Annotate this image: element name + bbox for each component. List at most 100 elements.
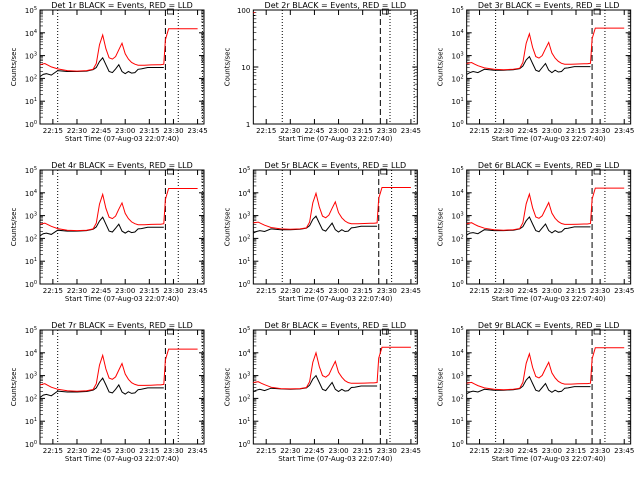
x-tick-label: 23:30 xyxy=(377,447,397,455)
y-tick-label: 100 xyxy=(25,120,37,129)
x-tick-label: 23:30 xyxy=(377,287,397,295)
y-tick-label: 100 xyxy=(25,280,37,289)
chart-panel: Det 4r BLACK = Events, RED = LLD 100 101 10… xyxy=(10,161,208,303)
y-tick-label: 103 xyxy=(25,212,37,221)
x-axis-label: Start Time (07-Aug-03 22:07:40) xyxy=(492,295,606,303)
chart-panel: Det 2r BLACK = Events, RED = LLD 1 10 100 22… xyxy=(223,1,421,143)
y-axis-label: Counts/sec xyxy=(10,208,18,247)
x-tick-label: 23:00 xyxy=(328,127,348,135)
x-tick-label: 23:30 xyxy=(163,287,183,295)
saa-marker-icon xyxy=(593,8,601,15)
plot-frame xyxy=(466,9,632,125)
y-tick-label: 102 xyxy=(25,74,37,83)
y-tick-label: 104 xyxy=(25,189,37,198)
x-tick-label: 22:15 xyxy=(256,127,276,135)
series-line-lld xyxy=(253,187,411,230)
x-tick-label: 23:15 xyxy=(566,447,586,455)
x-tick-label: 22:45 xyxy=(91,447,111,455)
chart-title: Det 1r BLACK = Events, RED = LLD xyxy=(51,1,193,10)
series-line-events xyxy=(253,215,378,234)
x-tick-label: 22:15 xyxy=(43,287,63,295)
saa-marker-icon xyxy=(167,168,174,175)
x-tick-label: 22:15 xyxy=(469,447,489,455)
x-tick-label: 23:15 xyxy=(566,127,586,135)
y-tick-label: 10 xyxy=(241,64,250,72)
y-tick-label: 102 xyxy=(452,234,464,243)
y-tick-label: 101 xyxy=(25,417,37,426)
series-line-events xyxy=(253,374,378,393)
x-tick-label: 22:45 xyxy=(304,447,324,455)
y-axis-label: Counts/sec xyxy=(223,368,231,407)
x-tick-label: 22:15 xyxy=(43,127,63,135)
y-tick-label: 100 xyxy=(452,440,464,449)
chart-title: Det 4r BLACK = Events, RED = LLD xyxy=(51,161,193,170)
series-line-events xyxy=(39,377,164,398)
y-tick-label: 101 xyxy=(452,417,464,426)
x-tick-label: 22:30 xyxy=(67,287,87,295)
saa-marker-icon xyxy=(593,328,601,335)
series-line-events xyxy=(39,56,164,78)
saa-marker-icon xyxy=(593,168,601,175)
series-line-events xyxy=(39,216,164,237)
y-tick-label: 103 xyxy=(25,52,37,61)
y-tick-label: 100 xyxy=(25,440,37,449)
x-tick-label: 23:45 xyxy=(187,127,207,135)
y-tick-label: 100 xyxy=(238,280,250,289)
x-tick-label: 22:30 xyxy=(494,287,514,295)
x-tick-label: 23:00 xyxy=(328,447,348,455)
chart-panel: Det 5r BLACK = Events, RED = LLD 100 101 10… xyxy=(223,161,421,303)
x-axis-label: Start Time (07-Aug-03 22:07:40) xyxy=(492,135,606,143)
y-axis-label: Counts/sec xyxy=(223,208,231,247)
x-tick-label: 22:45 xyxy=(304,127,324,135)
x-tick-label: 22:30 xyxy=(280,447,300,455)
x-axis-label: Start Time (07-Aug-03 22:07:40) xyxy=(492,455,606,463)
y-tick-label: 103 xyxy=(238,212,250,221)
y-tick-label: 105 xyxy=(238,326,250,335)
x-tick-label: 23:45 xyxy=(187,447,207,455)
x-tick-label: 23:30 xyxy=(163,447,183,455)
plot-frame xyxy=(252,169,418,285)
x-tick-label: 22:30 xyxy=(67,447,87,455)
x-tick-label: 23:00 xyxy=(542,447,562,455)
y-tick-label: 104 xyxy=(452,349,464,358)
y-tick-label: 103 xyxy=(238,372,250,381)
y-tick-label: 104 xyxy=(238,189,250,198)
x-tick-label: 23:00 xyxy=(328,287,348,295)
chart-title: Det 5r BLACK = Events, RED = LLD xyxy=(265,161,407,170)
x-axis-label: Start Time (07-Aug-03 22:07:40) xyxy=(278,135,392,143)
plot-frame xyxy=(252,329,418,445)
y-tick-label: 102 xyxy=(25,394,37,403)
x-tick-label: 22:45 xyxy=(518,447,538,455)
saa-marker-icon xyxy=(167,8,174,15)
x-tick-label: 23:30 xyxy=(590,447,610,455)
x-axis-label: Start Time (07-Aug-03 22:07:40) xyxy=(65,295,179,303)
x-tick-label: 23:45 xyxy=(614,287,634,295)
y-tick-label: 105 xyxy=(25,6,37,15)
x-tick-label: 23:15 xyxy=(139,447,159,455)
y-tick-label: 105 xyxy=(238,166,250,175)
y-axis-label: Counts/sec xyxy=(10,368,18,407)
x-tick-label: 22:15 xyxy=(256,447,276,455)
x-tick-label: 22:30 xyxy=(494,127,514,135)
x-tick-label: 23:15 xyxy=(139,127,159,135)
x-tick-label: 22:30 xyxy=(280,127,300,135)
x-tick-label: 23:30 xyxy=(590,127,610,135)
y-tick-label: 101 xyxy=(452,97,464,106)
series-line-lld xyxy=(253,346,411,390)
y-tick-label: 105 xyxy=(25,166,37,175)
y-axis-label: Counts/sec xyxy=(10,48,18,87)
y-tick-label: 101 xyxy=(25,97,37,106)
x-tick-label: 23:45 xyxy=(614,127,634,135)
x-tick-label: 23:00 xyxy=(115,447,135,455)
x-tick-label: 22:15 xyxy=(469,287,489,295)
chart-title: Det 2r BLACK = Events, RED = LLD xyxy=(265,1,407,10)
y-tick-label: 105 xyxy=(25,326,37,335)
y-tick-label: 100 xyxy=(452,120,464,129)
plot-frame xyxy=(466,329,632,445)
series-line-events xyxy=(466,216,591,236)
series-line-lld xyxy=(466,27,625,71)
y-tick-label: 103 xyxy=(452,212,464,221)
y-tick-label: 102 xyxy=(238,234,250,243)
x-axis-label: Start Time (07-Aug-03 22:07:40) xyxy=(278,455,392,463)
